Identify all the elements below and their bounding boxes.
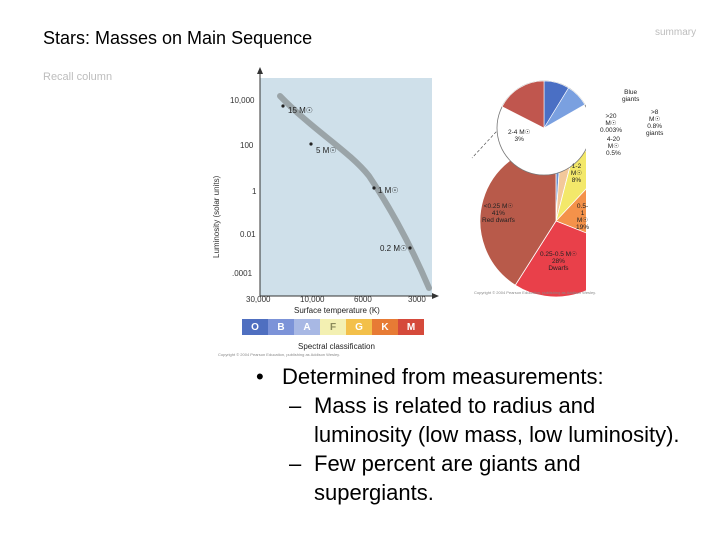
mass-label: 5 M☉ [316, 146, 337, 155]
pie-label-1-2: 1-2 M☉ 8% [570, 163, 583, 184]
pie-slice [555, 188, 586, 234]
y-axis-label: Luminosity (solar units) [212, 175, 221, 258]
bullet-list: • Determined from measurements: – Mass i… [256, 362, 680, 507]
y-tick: 0.01 [240, 230, 256, 239]
bullet-item: • Determined from measurements: [256, 362, 680, 391]
mass-point [281, 104, 285, 108]
inset-slice [543, 87, 586, 129]
pie-chart [479, 144, 586, 298]
x-axis-label: Surface temperature (K) [294, 306, 380, 315]
sub-bullet-item: – Mass is related to radius and luminosi… [256, 391, 680, 449]
sub-bullet-text: supergiants. [314, 480, 434, 505]
pie-label-dwarfs: 0.25-0.5 M☉ 28% Dwarfs [540, 251, 577, 272]
spectral-class-f: F [320, 319, 346, 335]
mass-point [408, 246, 412, 250]
mass-figure: Luminosity (solar units) 10,000 100 1 0.… [212, 66, 663, 361]
pie-slice [514, 220, 586, 298]
x-axis-arrow [432, 293, 439, 299]
inset-label-blue-giants: Blue giants [622, 89, 640, 103]
x-tick: 6000 [354, 295, 372, 304]
sub-bullet-text: Few percent are giants and [314, 451, 581, 476]
y-tick: 1 [252, 187, 257, 196]
recall-column-label: Recall column [43, 71, 113, 83]
x-tick: 3000 [408, 295, 426, 304]
mass-label: 1 M☉ [378, 186, 399, 195]
pie-label-2-4: 2-4 M☉ 3% [508, 129, 531, 143]
sub-bullet-text: luminosity (low mass, low luminosity). [314, 422, 680, 447]
y-axis-arrow [257, 67, 263, 74]
inset-label-gt8-giants: >8 M☉ 0.8% giants [646, 109, 664, 137]
sub-bullet-dash: – [289, 393, 302, 418]
x-tick: 30,000 [246, 295, 271, 304]
pie-label-05-1: 0.5-1 M☉ 19% [576, 203, 590, 231]
spectral-class-k: K [372, 319, 398, 335]
pie-credit: Copyright © 2004 Pearson Education, publ… [474, 290, 596, 295]
sub-bullet-text: Mass is related to radius and [314, 393, 596, 418]
y-tick: 100 [240, 141, 254, 150]
summary-label: summary [655, 27, 697, 38]
slide-title: Stars: Masses on Main Sequence [43, 28, 313, 48]
spectral-class-a: A [294, 319, 320, 335]
bullet-text: Determined from measurements: [282, 364, 604, 389]
y-tick: 10,000 [230, 96, 255, 105]
sub-bullet-item: – Few percent are giants and supergiants… [256, 449, 680, 507]
x-tick: 10,000 [300, 295, 325, 304]
spectral-class-label: Spectral classification [298, 342, 375, 351]
mass-point [309, 142, 313, 146]
main-sequence-band [277, 93, 432, 291]
sub-bullet-dash: – [289, 451, 302, 476]
inset-label-4-20: 4-20 M☉ 0.5% [606, 136, 621, 157]
mass-point [372, 186, 376, 190]
spectral-class-m: M [398, 319, 424, 335]
spectral-class-o: O [242, 319, 268, 335]
inset-slice [501, 80, 545, 129]
spectral-class-g: G [346, 319, 372, 335]
hr-diagram-plot [260, 78, 432, 296]
spectral-class-b: B [268, 319, 294, 335]
spectral-class-bar: O B A F G K M [242, 319, 424, 335]
mass-label: 15 M☉ [288, 106, 313, 115]
pie-label-red-dwarfs: <0.25 M☉ 41% Red dwarfs [482, 203, 515, 224]
hr-credit: Copyright © 2004 Pearson Education, publ… [218, 352, 340, 357]
inset-label-gt20: >20 M☉ 0.003% [600, 113, 623, 134]
hr-diagram-svg [257, 67, 586, 299]
y-tick: .0001 [232, 269, 253, 278]
bullet-dot: • [256, 364, 264, 389]
blue-giants-inset-pie [501, 80, 586, 130]
mass-label: 0.2 M☉ [380, 244, 408, 253]
